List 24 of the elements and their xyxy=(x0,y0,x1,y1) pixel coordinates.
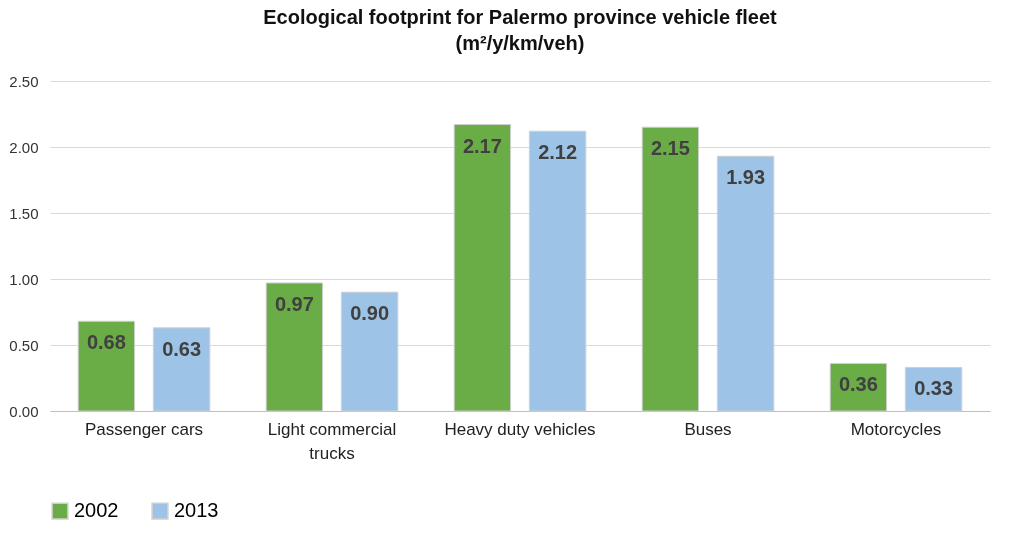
x-tick-label: Passenger cars xyxy=(84,419,204,439)
x-tick-label: Heavy duty vehicles xyxy=(444,419,596,439)
data-label: 0.33 xyxy=(914,377,954,400)
data-label: 1.93 xyxy=(726,166,766,189)
chart-title: Ecological footprint for Palermo province vehicle fleet (m²/y/km/veh) xyxy=(263,6,778,54)
data-label: 0.90 xyxy=(350,302,390,325)
legend-label: 2013 xyxy=(174,499,219,522)
y-tick-label: 1.50 xyxy=(9,204,39,222)
data-label: 2.17 xyxy=(462,134,502,157)
data-label: 2.15 xyxy=(650,137,690,160)
x-tick-label: Buses xyxy=(684,419,732,439)
y-tick-label: 1.00 xyxy=(9,270,39,288)
y-tick-label: 2.50 xyxy=(9,72,39,90)
y-tick-label: 0.50 xyxy=(9,336,39,354)
data-label: 2.12 xyxy=(538,141,578,164)
data-label: 0.36 xyxy=(838,373,878,396)
x-tick-label: Motorcycles xyxy=(850,419,942,439)
legend-label: 2002 xyxy=(74,499,119,522)
data-label: 0.97 xyxy=(274,292,314,315)
data-label: 0.63 xyxy=(162,337,202,360)
y-tick-label: 0.00 xyxy=(9,402,39,420)
x-tick-label: Light commercial trucks xyxy=(267,419,397,463)
data-label: 0.68 xyxy=(86,331,126,354)
y-tick-label: 2.00 xyxy=(9,138,39,156)
